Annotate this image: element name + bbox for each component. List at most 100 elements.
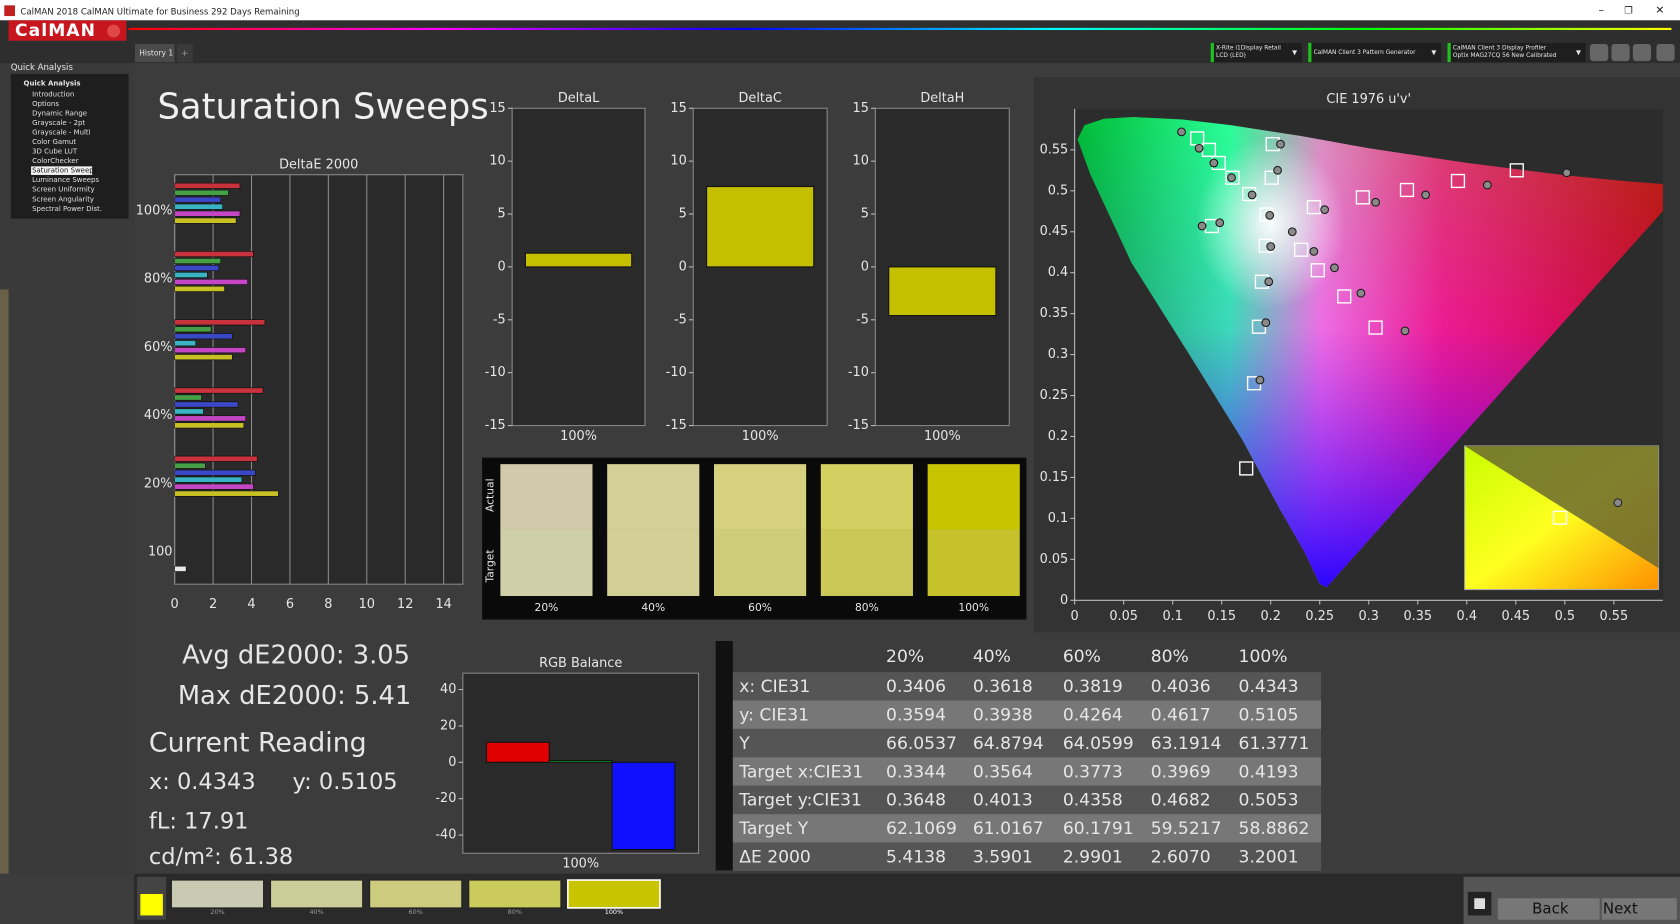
toolbar-button[interactable] (1611, 43, 1630, 62)
sidebar-item[interactable]: Introduction (32, 90, 74, 98)
sidebar-item[interactable]: 3D Cube LUT (32, 148, 78, 156)
measured-point (1247, 190, 1257, 200)
measured-point (1266, 242, 1276, 251)
sidebar-group[interactable]: Quick Analysis (24, 80, 81, 88)
app-icon (4, 5, 15, 17)
cell: 66.0537 (886, 734, 957, 754)
y-tick-label: 20 (440, 718, 456, 733)
device-select[interactable] (1210, 42, 1302, 63)
back-button[interactable] (1497, 898, 1600, 920)
y-tick-label: 0.35 (1040, 306, 1069, 321)
y-tick-label: 15 (853, 101, 869, 116)
y-tick-label: 0.25 (1040, 388, 1069, 403)
toolbar-button[interactable] (1656, 43, 1675, 62)
logo-menu[interactable] (107, 24, 120, 38)
sidebar-item[interactable]: Luminance Sweeps (32, 176, 99, 184)
y-tick-label: 0.1 (1048, 511, 1068, 526)
reading-fl: fL: 17.91 (149, 809, 249, 835)
sidebar-item[interactable]: Screen Uniformity (32, 186, 95, 194)
x-tick-label: 100% (562, 856, 599, 871)
measured-point (1273, 165, 1282, 175)
y-tick-label: -20 (435, 791, 456, 806)
y-tick-label: 0 (1060, 593, 1068, 608)
y-tick-label: 0.45 (1040, 224, 1069, 239)
target-swatch (607, 529, 700, 596)
restore[interactable]: ❐ (1624, 6, 1633, 17)
cell: 3.2001 (1239, 848, 1299, 868)
bar (174, 408, 204, 415)
measured-point (1309, 247, 1319, 256)
new-tab[interactable] (176, 43, 193, 63)
logo-box[interactable] (8, 20, 127, 41)
next-button[interactable] (1601, 898, 1677, 920)
row-label: Target Y (738, 819, 808, 839)
sidebar-item[interactable]: Grayscale - Multi (32, 128, 91, 136)
minimize[interactable]: – (1599, 4, 1604, 17)
bar (174, 340, 197, 347)
x-tick-label: 0 (1071, 609, 1079, 624)
sidebar-item-highlight (31, 166, 93, 175)
sidebar-item[interactable]: Spectral Power Dist. (32, 205, 102, 213)
x-tick-label: 0.5 (1555, 609, 1575, 624)
footer-swatch[interactable] (369, 879, 463, 909)
cell: 61.3771 (1239, 734, 1310, 754)
footer-swatch-label: 80% (508, 908, 522, 916)
y-tick-label: 0.2 (1048, 429, 1068, 444)
cell: 2.9901 (1063, 848, 1123, 868)
table-row (732, 785, 1322, 815)
current-swatch (140, 893, 163, 916)
footer-swatch[interactable] (567, 879, 661, 909)
footer-swatch[interactable] (170, 879, 265, 909)
cell: 0.4617 (1151, 706, 1211, 726)
x-tick-label: 14 (435, 597, 451, 612)
sidebar-item[interactable]: Saturation Sweeps (32, 167, 98, 175)
cell: 0.3594 (886, 706, 946, 726)
sidebar-item[interactable]: Options (32, 100, 59, 108)
bar (174, 490, 279, 497)
table-row (732, 814, 1322, 843)
measured-point (1400, 326, 1410, 336)
column-header: 80% (1151, 647, 1189, 667)
y-tick-label: 0 (498, 259, 506, 274)
avg-de: Avg dE2000: 3.05 (182, 641, 410, 671)
y-tick-label: 10 (489, 154, 505, 169)
actual-swatch (500, 464, 593, 530)
toolbar-button[interactable] (1590, 43, 1609, 62)
close[interactable]: ✕ (1655, 4, 1664, 17)
actual-swatch (607, 464, 700, 530)
sidebar-item[interactable]: Grayscale - 2pt (32, 119, 85, 127)
cell: 0.3406 (886, 677, 946, 697)
x-tick-label: 0.05 (1109, 609, 1138, 624)
x-tick-label: 0.55 (1600, 609, 1629, 624)
toolbar-button[interactable] (1632, 43, 1652, 62)
cell: 62.1069 (886, 819, 957, 839)
device-select[interactable] (1447, 42, 1586, 63)
cell: 2.6070 (1151, 848, 1211, 868)
table-row (732, 757, 1322, 786)
measured-point (1264, 277, 1274, 287)
measured-point (1261, 318, 1271, 328)
footer-swatch[interactable] (270, 879, 364, 909)
bar (174, 217, 237, 224)
footer-swatch[interactable] (468, 879, 562, 909)
device-arrow: ▼ (1292, 49, 1297, 57)
actual-swatch (714, 464, 807, 530)
device-select[interactable] (1308, 42, 1442, 63)
reading-x: x: 0.4343 (149, 769, 256, 795)
sidebar-item[interactable]: Dynamic Range (32, 109, 87, 117)
target-point (1225, 170, 1240, 185)
x-tick-label: 10 (359, 597, 375, 612)
tab[interactable] (135, 43, 175, 63)
sidebar-list (10, 73, 129, 219)
cell: 0.3819 (1063, 677, 1123, 697)
device-arrow: ▼ (1576, 49, 1581, 57)
measured-point (1276, 139, 1285, 149)
logo: CalMAN (15, 21, 96, 41)
sidebar-item[interactable]: Screen Angularity (32, 195, 94, 203)
sidebar-item[interactable]: Color Gamut (32, 138, 76, 146)
table-row (732, 700, 1322, 729)
sidebar-item[interactable]: ColorChecker (32, 157, 79, 165)
device-label: X-Rite i1Display Retail (1216, 46, 1281, 52)
x-tick-label: 2 (209, 597, 217, 612)
